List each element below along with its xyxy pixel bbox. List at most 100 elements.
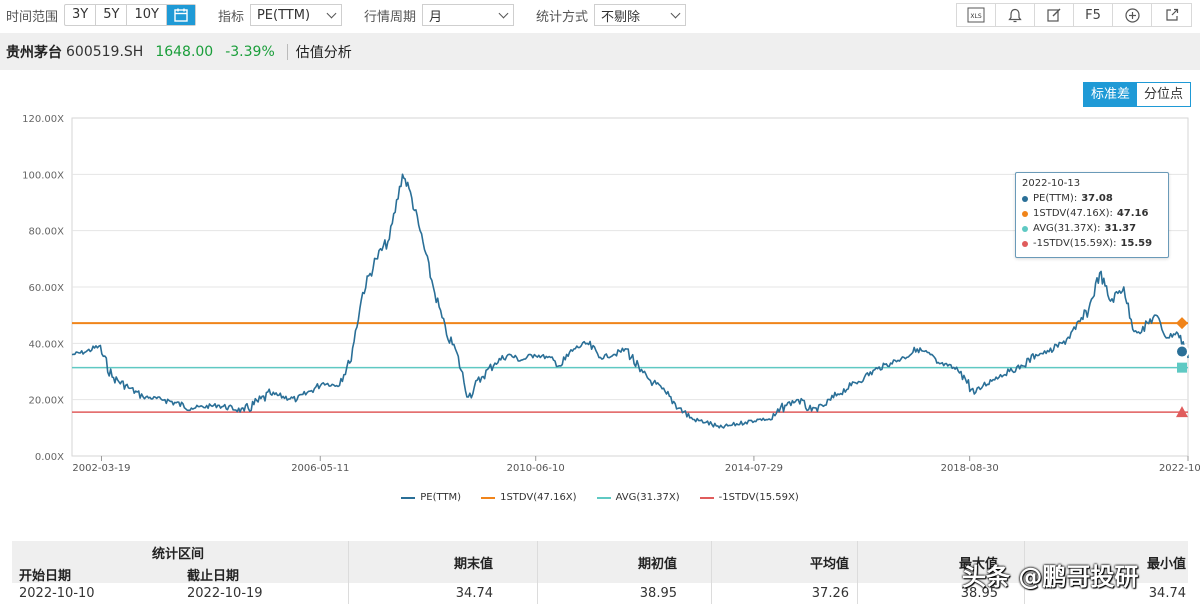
stdv-lower-marker (1176, 406, 1188, 418)
y-tick-label: 0.00X (35, 452, 64, 463)
valuation-analysis-tab[interactable]: 估值分析 (295, 44, 352, 61)
start-date-cell: 2022-10-10 (19, 586, 95, 601)
stdv-upper-marker (1176, 317, 1188, 330)
calendar-button[interactable] (166, 5, 195, 25)
toolbar-icon-group: XLS F5 (956, 3, 1192, 27)
stats-header-row (12, 541, 1188, 583)
period-label: 行情周期 (363, 9, 416, 25)
range-10y-button[interactable]: 10Y (127, 5, 167, 25)
legend-item[interactable]: -1STDV(15.59X) (699, 492, 799, 503)
tooltip-row: -1STDV(15.59X): 15.59 (1022, 236, 1162, 251)
stats-divider (857, 541, 858, 604)
period-select[interactable]: 月 (421, 4, 514, 26)
plus-circle-icon (1124, 7, 1140, 23)
stats-group-header: 统计区间 (152, 547, 205, 562)
indicator-select[interactable]: PE(TTM) (249, 4, 342, 26)
end-value-header: 期末值 (453, 557, 493, 572)
stock-price: 1648.00 (155, 43, 214, 60)
y-tick-label: 60.00X (29, 283, 65, 294)
watermark: 头条 @鹏哥投研 (962, 563, 1139, 591)
stat-method-label: 统计方式 (535, 9, 588, 25)
legend-label: PE(TTM) (420, 492, 462, 503)
min-value-header: 最小值 (1146, 557, 1186, 572)
xls-icon: XLS (967, 7, 985, 23)
chevron-down-icon (326, 8, 337, 18)
bell-icon (1008, 8, 1022, 22)
tooltip-dot-icon (1022, 240, 1028, 247)
tooltip-label: -1STDV(15.59X): (1033, 238, 1117, 249)
calendar-icon (174, 8, 188, 22)
legend-line-icon (481, 496, 496, 499)
std-dev-tab[interactable]: 标准差 (1084, 83, 1138, 106)
alert-button[interactable] (996, 4, 1035, 26)
stats-divider (1024, 541, 1025, 604)
x-tick-label: 2010-06-10 (507, 463, 565, 474)
stats-divider (537, 541, 538, 604)
tooltip-value: 47.16 (1116, 208, 1149, 219)
legend-label: 1STDV(47.16X) (500, 492, 577, 503)
y-tick-label: 40.00X (29, 339, 65, 350)
stock-code: 600519.SH (66, 43, 144, 60)
legend-item[interactable]: 1STDV(47.16X) (481, 492, 577, 503)
tooltip-row: PE(TTM): 37.08 (1022, 191, 1162, 206)
y-tick-label: 80.00X (29, 227, 65, 238)
f5-button[interactable]: F5 (1074, 4, 1113, 26)
indicator-label: 指标 (217, 9, 244, 25)
y-tick-label: 120.00X (22, 114, 64, 125)
pe-line (71, 173, 1189, 429)
y-tick-label: 20.00X (29, 396, 65, 407)
mode-toggle: 标准差 分位点 (1083, 82, 1192, 107)
tooltip-dot-icon (1022, 195, 1028, 202)
start-date-header: 开始日期 (19, 569, 72, 584)
max-value-header: 最大值 (958, 557, 998, 572)
tooltip-row: AVG(31.37X): 31.37 (1022, 221, 1162, 236)
legend-item[interactable]: PE(TTM) (401, 492, 461, 503)
start-value-cell: 38.95 (639, 586, 677, 601)
stats-divider (711, 541, 712, 604)
start-value-header: 期初值 (637, 557, 677, 572)
min-value-cell: 34.74 (1148, 586, 1186, 601)
tooltip-label: 1STDV(47.16X): (1033, 208, 1113, 219)
popout-icon (1165, 8, 1178, 21)
range-5y-button[interactable]: 5Y (96, 5, 128, 25)
percentile-tab[interactable]: 分位点 (1137, 83, 1191, 106)
end-date-header: 截止日期 (187, 569, 240, 584)
legend-label: AVG(31.37X) (615, 492, 680, 503)
tooltip-value: 15.59 (1120, 238, 1153, 249)
avg-marker (1177, 362, 1187, 373)
x-tick-label: 2002-03-19 (72, 463, 130, 474)
x-tick-label: 2022-10-19 (1159, 463, 1200, 474)
range-3y-button[interactable]: 3Y (65, 5, 97, 25)
max-value-cell: 38.95 (960, 586, 998, 601)
legend-line-icon (596, 496, 611, 499)
pe-endpoint-marker (1175, 344, 1189, 359)
chevron-down-icon (670, 8, 681, 18)
period-value: 月 (428, 9, 442, 25)
stat-method-value: 不剔除 (600, 9, 640, 25)
stat-method-select[interactable]: 不剔除 (593, 4, 686, 26)
stock-change: -3.39% (225, 43, 275, 60)
header-divider (286, 43, 288, 60)
x-tick-label: 2006-05-11 (291, 463, 349, 474)
stock-name: 贵州茅台 (6, 44, 62, 61)
add-button[interactable] (1113, 4, 1152, 26)
toolbar: 时间范围 3Y 5Y 10Y 指标 PE(TTM) 行情周期 月 统计方式 不剔… (0, 0, 1200, 30)
tooltip-label: PE(TTM): (1033, 193, 1078, 204)
x-tick-label: 2018-08-30 (941, 463, 999, 474)
stats-table: 统计区间 开始日期 截止日期 期末值 期初值 平均值 最大值 最小值 2022-… (12, 541, 1188, 604)
popout-button[interactable] (1152, 4, 1191, 26)
edit-button[interactable] (1035, 4, 1074, 26)
legend-line-icon (401, 496, 416, 499)
stats-divider (348, 541, 349, 604)
stock-header: 贵州茅台 600519.SH 1648.00 -3.39% 估值分析 (0, 33, 1200, 70)
tooltip-row: 1STDV(47.16X): 47.16 (1022, 206, 1162, 221)
legend-item[interactable]: AVG(31.37X) (596, 492, 680, 503)
indicator-value: PE(TTM) (256, 7, 311, 23)
range-selector: 3Y 5Y 10Y (64, 4, 196, 26)
avg-value-cell: 37.26 (811, 586, 849, 601)
tooltip-value: 37.08 (1081, 193, 1113, 204)
edit-icon (1047, 8, 1061, 22)
export-xls-button[interactable]: XLS (957, 4, 996, 26)
y-tick-label: 100.00X (22, 170, 64, 181)
time-range-label: 时间范围 (6, 9, 59, 25)
